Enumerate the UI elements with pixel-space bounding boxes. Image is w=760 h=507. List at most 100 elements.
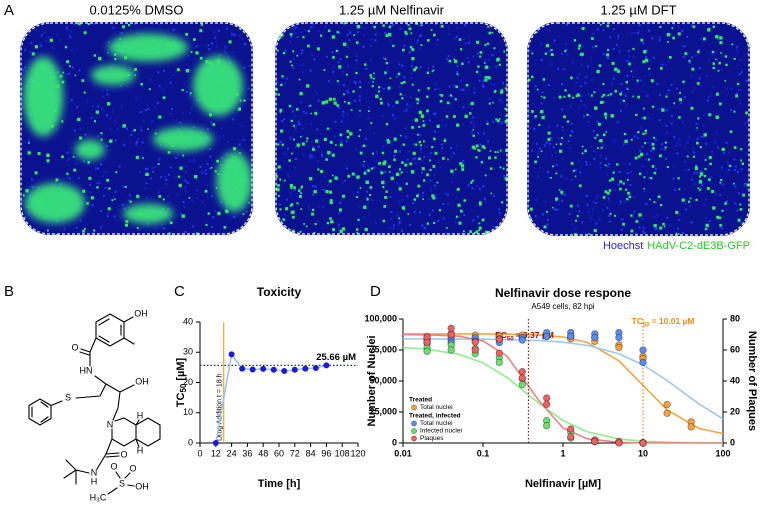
infected-cell	[697, 117, 700, 120]
nucleus-spot	[215, 45, 218, 48]
x-tick-label: 0	[197, 448, 202, 458]
nucleus-spot	[619, 200, 622, 203]
infected-cell	[719, 41, 723, 45]
infected-cell	[420, 114, 425, 118]
nucleus-spot	[644, 158, 647, 161]
nucleus-spot	[641, 217, 644, 220]
nucleus-spot	[635, 82, 638, 85]
nucleus-spot	[174, 36, 177, 39]
nucleus-spot	[86, 99, 89, 102]
nucleus-spot	[399, 27, 402, 30]
event-label: Drug Addition t = 18 h	[217, 373, 224, 441]
infected-cell	[329, 200, 333, 205]
nucleus-spot	[168, 218, 171, 221]
nucleus-spot	[715, 131, 718, 134]
nucleus-spot	[238, 106, 241, 109]
nucleus-spot	[201, 200, 204, 203]
infected-cell	[420, 24, 423, 26]
nucleus-spot	[379, 232, 382, 235]
infected-cell	[349, 132, 353, 136]
nucleus-spot	[116, 127, 119, 130]
infected-cell	[343, 93, 345, 96]
y2-tick-label: 0	[730, 437, 735, 447]
nucleus-spot	[492, 225, 495, 228]
nucleus-spot	[438, 166, 441, 169]
nucleus-spot	[242, 42, 245, 45]
nucleus-spot	[156, 102, 159, 105]
infected-cell	[127, 23, 131, 27]
infected-cell	[411, 48, 415, 52]
infected-cell	[504, 222, 508, 226]
threshold-sub: 50	[507, 336, 514, 342]
nucleus-spot	[316, 160, 319, 163]
nucleus-spot	[211, 226, 214, 229]
nucleus-spot	[608, 214, 611, 217]
nucleus-spot	[295, 26, 298, 29]
nucleus-spot	[207, 127, 210, 130]
infected-cell	[379, 97, 382, 101]
nucleus-spot	[644, 57, 647, 60]
infected-cell	[502, 167, 505, 170]
infected-cell	[704, 159, 707, 161]
infected-cell	[546, 210, 549, 213]
nucleus-spot	[651, 37, 654, 40]
infected-cell	[418, 157, 421, 161]
infected-cell	[158, 115, 162, 119]
nucleus-spot	[528, 127, 531, 130]
nucleus-spot	[338, 82, 341, 85]
nucleus-spot	[317, 220, 320, 223]
nucleus-spot	[337, 61, 340, 64]
infected-cell	[289, 204, 293, 207]
nucleus-spot	[284, 49, 287, 52]
nucleus-spot	[698, 67, 701, 70]
infected-cell	[555, 197, 559, 201]
nucleus-spot	[63, 228, 66, 231]
infected-cell	[299, 195, 302, 198]
nucleus-spot	[630, 170, 633, 173]
nucleus-spot	[579, 99, 582, 102]
infected-cell	[643, 50, 647, 54]
nucleus-spot	[434, 184, 437, 187]
y-axis-title-main: TC	[175, 392, 187, 407]
x-tick-label: 96	[321, 448, 331, 458]
nucleus-spot	[602, 52, 605, 55]
nucleus-spot	[734, 202, 737, 205]
infected-cell	[721, 147, 725, 151]
infected-cell	[447, 158, 449, 161]
infected-cell	[735, 94, 739, 98]
data-point	[663, 409, 671, 417]
nucleus-spot	[191, 225, 194, 228]
nucleus-spot	[128, 22, 131, 25]
infected-cell	[491, 31, 494, 34]
infected-cell	[697, 187, 700, 190]
infected-cell	[282, 51, 286, 55]
nucleus-spot	[403, 76, 406, 79]
nucleus-spot	[629, 184, 632, 187]
nucleus-spot	[578, 106, 581, 109]
nucleus-spot	[114, 190, 117, 193]
nucleus-spot	[712, 86, 715, 89]
infected-cell	[707, 28, 711, 32]
nucleus-spot	[471, 108, 474, 111]
nucleus-spot	[612, 77, 615, 80]
infected-cell	[703, 133, 707, 137]
nucleus-spot	[154, 166, 157, 169]
infected-cell	[384, 71, 387, 75]
nucleus-spot	[594, 201, 597, 204]
infected-cell	[277, 184, 280, 187]
infected-cell	[695, 165, 698, 168]
nucleus-spot	[66, 159, 69, 162]
infected-cell	[410, 170, 415, 174]
infected-cell	[422, 179, 426, 182]
nucleus-spot	[654, 167, 657, 170]
infected-cell	[399, 93, 402, 96]
infected-cell	[330, 198, 333, 202]
infected-cell	[384, 58, 387, 60]
infected-cell	[458, 221, 462, 225]
nucleus-spot	[294, 31, 297, 34]
nucleus-spot	[346, 113, 349, 116]
infected-cell	[352, 90, 355, 93]
nucleus-spot	[637, 32, 640, 35]
nucleus-spot	[463, 38, 466, 41]
infected-cell	[28, 151, 31, 154]
